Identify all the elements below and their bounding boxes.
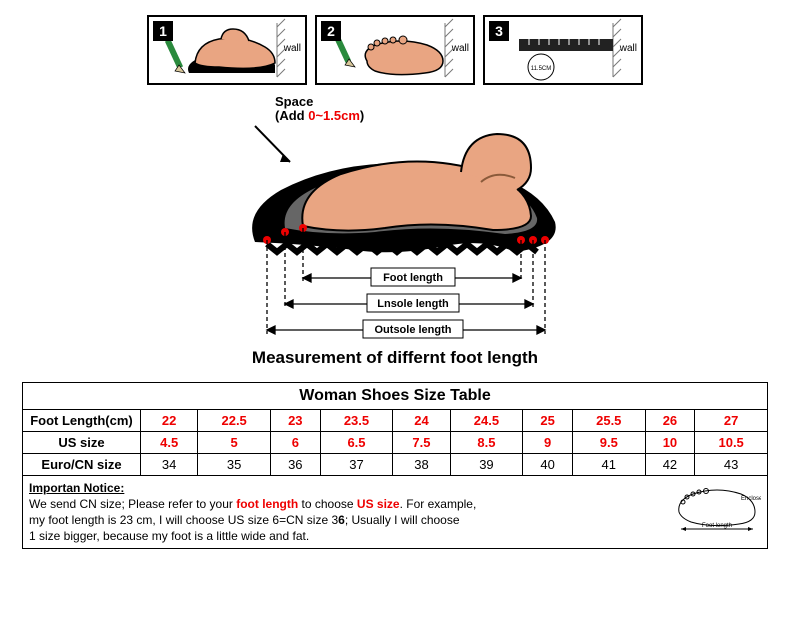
table-cell: 6.5 xyxy=(320,431,393,453)
table-cell: 35 xyxy=(198,453,271,475)
step-1-number: 1 xyxy=(153,21,173,41)
diagram-caption: Measurement of differnt foot length xyxy=(145,348,645,368)
table-cell: 37 xyxy=(320,453,393,475)
dim-insole-label: Lnsole length xyxy=(377,298,449,310)
foot-diagram-svg: Foot length Lnsole length Outsole length xyxy=(185,112,605,352)
table-cell: 27 xyxy=(695,409,768,431)
dim-outsole-label: Outsole length xyxy=(375,324,452,336)
table-row: Foot Length(cm)2222.52323.52424.52525.52… xyxy=(23,409,768,431)
step-2-number: 2 xyxy=(321,21,341,41)
notice-hl1: foot length xyxy=(236,497,298,511)
notice-foot-icon: Enclose Foot length xyxy=(671,482,761,532)
space-add-suffix: ) xyxy=(360,108,364,123)
table-cell: 24 xyxy=(393,409,450,431)
table-cell: 34 xyxy=(141,453,198,475)
table-cell: 6 xyxy=(270,431,320,453)
table-cell: 8.5 xyxy=(450,431,523,453)
table-row-label: Foot Length(cm) xyxy=(23,409,141,431)
step-2-box: 2 xyxy=(315,15,475,85)
table-cell: 41 xyxy=(572,453,645,475)
table-title-row: Woman Shoes Size Table xyxy=(23,382,768,409)
step-2-wall-label: wall xyxy=(452,43,469,54)
notice-mid1: to choose xyxy=(298,497,357,511)
table-cell: 10 xyxy=(645,431,695,453)
table-cell: 9 xyxy=(523,431,573,453)
foot-diagram: Space (Add 0~1.5cm) xyxy=(145,95,645,368)
table-cell: 22.5 xyxy=(198,409,271,431)
table-row-label: Euro/CN size xyxy=(23,453,141,475)
step-3-wall-label: wall xyxy=(620,43,637,54)
table-cell: 43 xyxy=(695,453,768,475)
space-word: Space xyxy=(275,94,313,109)
notice-box: Importan Notice: We send CN size; Please… xyxy=(22,476,768,550)
table-title: Woman Shoes Size Table xyxy=(23,382,768,409)
notice-line2a: my foot length is 23 cm, I will choose U… xyxy=(29,513,338,527)
table-cell: 24.5 xyxy=(450,409,523,431)
table-cell: 4.5 xyxy=(141,431,198,453)
notice-hl2: US size xyxy=(357,497,400,511)
table-row: US size4.5566.57.58.599.51010.5 xyxy=(23,431,768,453)
notice-post1: . For example, xyxy=(400,497,477,511)
table-row-label: US size xyxy=(23,431,141,453)
step-1-box: 1 wa xyxy=(147,15,307,85)
table-cell: 10.5 xyxy=(695,431,768,453)
table-cell: 25 xyxy=(523,409,573,431)
notice-foot-enclose: Enclose xyxy=(741,496,761,502)
step-3-circle-text: 11.5CM xyxy=(531,66,552,72)
dim-foot-label: Foot length xyxy=(383,272,443,284)
step-row: 1 wa xyxy=(20,15,770,85)
table-cell: 40 xyxy=(523,453,573,475)
table-row: Euro/CN size34353637383940414243 xyxy=(23,453,768,475)
table-cell: 36 xyxy=(270,453,320,475)
step-1-wall-label: wall xyxy=(284,43,301,54)
step-3-number: 3 xyxy=(489,21,509,41)
table-cell: 7.5 xyxy=(393,431,450,453)
table-cell: 39 xyxy=(450,453,523,475)
notice-pre1: We send CN size; Please refer to your xyxy=(29,497,236,511)
table-cell: 23.5 xyxy=(320,409,393,431)
table-cell: 23 xyxy=(270,409,320,431)
table-cell: 5 xyxy=(198,431,271,453)
space-add-value: 0~1.5cm xyxy=(308,108,360,123)
notice-title: Importan Notice: xyxy=(29,481,124,495)
table-cell: 42 xyxy=(645,453,695,475)
table-cell: 38 xyxy=(393,453,450,475)
page: 1 wa xyxy=(0,0,790,625)
notice-line2c: ; Usually I will choose xyxy=(345,513,460,527)
table-cell: 26 xyxy=(645,409,695,431)
table-cell: 22 xyxy=(141,409,198,431)
step-3-box: 3 xyxy=(483,15,643,85)
size-table: Woman Shoes Size Table Foot Length(cm)22… xyxy=(22,382,768,476)
space-add-prefix: (Add xyxy=(275,108,308,123)
table-cell: 9.5 xyxy=(572,431,645,453)
notice-line2b: 6 xyxy=(338,513,345,527)
notice-foot-length: Foot length xyxy=(702,523,732,529)
notice-line3: 1 size bigger, because my foot is a litt… xyxy=(29,529,309,543)
table-cell: 25.5 xyxy=(572,409,645,431)
